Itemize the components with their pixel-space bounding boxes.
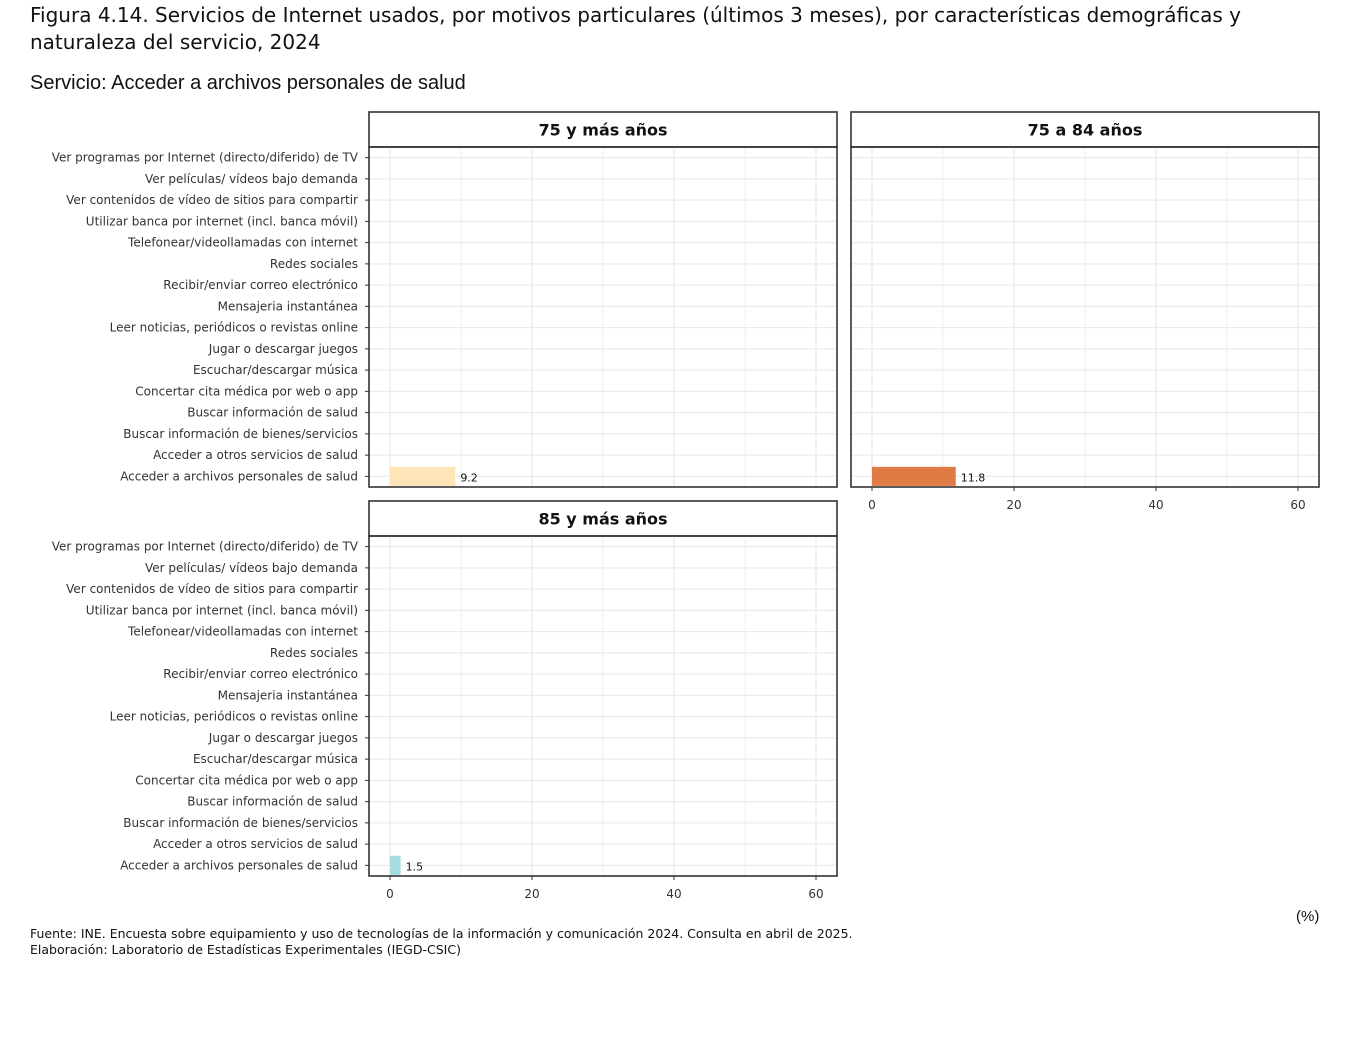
x-tick-label: 60: [1290, 498, 1305, 512]
category-label: Concertar cita médica por web o app: [135, 384, 358, 398]
x-tick-label: 0: [868, 498, 876, 512]
category-label: Acceder a archivos personales de salud: [120, 469, 358, 483]
category-label: Acceder a archivos personales de salud: [120, 858, 358, 872]
category-label: Escuchar/descargar música: [193, 752, 358, 766]
unit-label: (%): [1296, 908, 1320, 925]
category-label: Telefonear/videollamadas con internet: [127, 236, 358, 250]
source-line: Fuente: INE. Encuesta sobre equipamiento…: [30, 926, 853, 941]
category-label: Ver películas/ vídeos bajo demanda: [145, 561, 358, 575]
category-label: Ver programas por Internet (directo/dife…: [52, 151, 359, 165]
category-label: Ver contenidos de vídeo de sitios para c…: [66, 582, 358, 596]
category-label: Acceder a otros servicios de salud: [153, 448, 358, 462]
category-label: Jugar o descargar juegos: [208, 731, 358, 745]
x-tick-label: 20: [524, 887, 539, 900]
category-label: Leer noticias, periódicos o revistas onl…: [110, 321, 358, 335]
category-label: Buscar información de bienes/servicios: [123, 816, 358, 830]
x-tick-label: 60: [808, 887, 823, 900]
category-label: Escuchar/descargar música: [193, 363, 358, 377]
x-tick-label: 40: [1148, 498, 1163, 512]
x-tick-label: 20: [1006, 498, 1021, 512]
category-label: Utilizar banca por internet (incl. banca…: [86, 603, 358, 617]
faceted-bar-chart: 75 y más años 9.2 Ver programas por Intern…: [52, 111, 1320, 900]
data-label: 11.8: [961, 471, 986, 484]
source-note: Fuente: INE. Encuesta sobre equipamiento…: [30, 926, 853, 958]
chart-subtitle: Servicio: Acceder a archivos personales …: [30, 72, 466, 94]
facet-strip: [368, 500, 838, 537]
x-tick-label: 0: [386, 887, 394, 900]
facet-strip-label: 85 y más años: [538, 510, 667, 529]
panel-border: [368, 146, 838, 488]
credit-line: Elaboración: Laboratorio de Estadísticas…: [30, 942, 461, 957]
chart-title: Figura 4.14. Servicios de Internet usado…: [30, 3, 1242, 54]
category-label: Mensajeria instantánea: [218, 299, 358, 313]
data-label: 1.5: [406, 860, 424, 873]
category-label: Redes sociales: [270, 646, 358, 660]
category-label: Acceder a otros servicios de salud: [153, 837, 358, 851]
facet-strip: [850, 111, 1320, 148]
data-label: 9.2: [460, 471, 478, 484]
category-label: Recibir/enviar correo electrónico: [163, 278, 358, 292]
x-tick-label: 40: [666, 887, 681, 900]
category-label: Buscar información de bienes/servicios: [123, 427, 358, 441]
category-label: Redes sociales: [270, 257, 358, 271]
category-label: Telefonear/videollamadas con internet: [127, 625, 358, 639]
bar: [872, 466, 956, 486]
bar: [390, 466, 456, 486]
category-label: Ver programas por Internet (directo/dife…: [52, 540, 359, 554]
panel-border: [368, 535, 838, 877]
facet-strip-label: 75 a 84 años: [1028, 121, 1143, 140]
category-label: Ver contenidos de vídeo de sitios para c…: [66, 193, 358, 207]
bar: [390, 855, 401, 875]
category-label: Buscar información de salud: [187, 795, 358, 809]
category-label: Leer noticias, periódicos o revistas onl…: [110, 710, 358, 724]
facet-strip-label: 75 y más años: [538, 121, 667, 140]
panel-border: [850, 146, 1320, 488]
category-label: Recibir/enviar correo electrónico: [163, 667, 358, 681]
category-label: Buscar información de salud: [187, 406, 358, 420]
category-label: Concertar cita médica por web o app: [135, 773, 358, 787]
category-label: Utilizar banca por internet (incl. banca…: [86, 214, 358, 228]
facet-strip: [368, 111, 838, 148]
category-label: Ver películas/ vídeos bajo demanda: [145, 172, 358, 186]
category-label: Mensajeria instantánea: [218, 688, 358, 702]
category-label: Jugar o descargar juegos: [208, 342, 358, 356]
